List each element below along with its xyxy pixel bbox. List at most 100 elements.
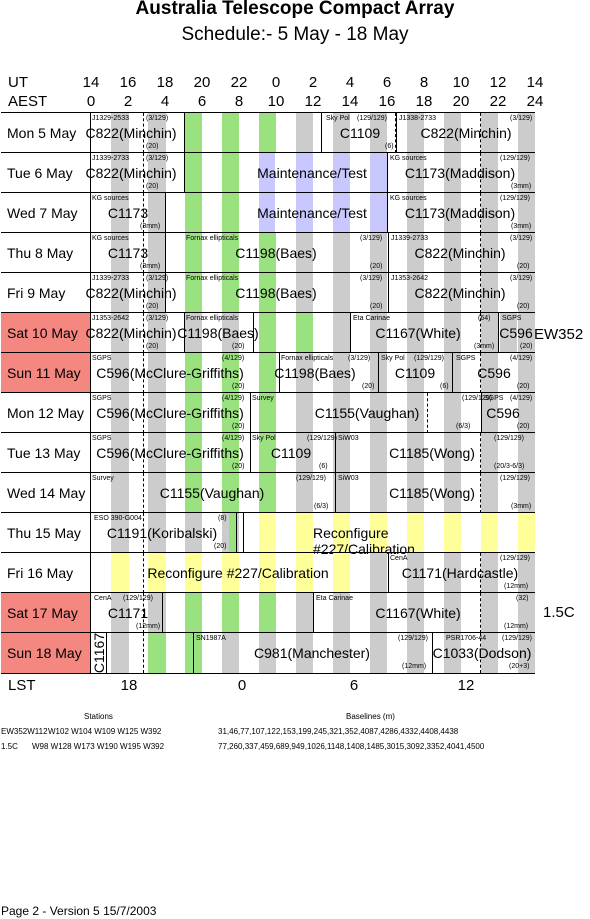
observing-band [296, 113, 313, 153]
observing-band [296, 553, 313, 593]
lst-marker [143, 593, 144, 633]
observing-band [259, 393, 276, 433]
project-name: C596(McClure-Griffiths) [96, 445, 244, 461]
observing-band [259, 313, 276, 353]
project-detail: Fornax ellipticals [186, 235, 239, 242]
project-detail: SGPS [92, 435, 112, 442]
project-detail: KG sources [390, 155, 427, 162]
observing-band [370, 553, 387, 593]
lst-marker [480, 633, 481, 673]
observing-band [518, 233, 535, 273]
lst-marker [480, 113, 481, 153]
observing-band [481, 153, 498, 193]
observing-band [111, 473, 129, 513]
observing-band [111, 233, 129, 273]
lst-marker [480, 473, 481, 513]
project-detail: (20) [232, 423, 245, 430]
lst-marker [427, 393, 428, 433]
project-separator [498, 313, 499, 353]
observing-band [444, 193, 461, 233]
project-detail: (20) [370, 263, 383, 270]
observing-band [407, 273, 424, 313]
observing-band [407, 473, 424, 513]
observing-band [111, 113, 129, 153]
page-footer: Page 2 - Version 5 15/7/2003 [1, 904, 157, 918]
observing-band [111, 273, 129, 313]
lst-tick-label: 18 [120, 677, 138, 694]
project-detail: (6/3) [456, 423, 471, 430]
day-label: Sun 18 May [1, 633, 91, 673]
project-name: C1167(White) [375, 605, 461, 621]
config-1-5c-name: 1.5C [1, 742, 18, 751]
project-detail: SGPS [92, 395, 112, 402]
project-detail: (6) [440, 383, 449, 390]
observing-band [518, 313, 535, 353]
config-label-ew352: EW352 [534, 326, 584, 343]
project-name: Maintenance/Test [257, 205, 367, 221]
project-detail: SGPS [502, 315, 522, 322]
project-name: C1198(Baes) [177, 325, 259, 341]
project-separator [388, 273, 389, 313]
day-label: Sat 10 May [1, 313, 91, 353]
project-detail: ESO 390-G004 [94, 515, 142, 522]
day-label: Wed 7 May [1, 193, 91, 233]
project-detail: (12mm) [504, 583, 529, 590]
observing-band [111, 313, 129, 353]
project-name: C1167 [91, 632, 107, 674]
project-detail: (8) [218, 515, 227, 522]
project-detail: (4/129) [510, 355, 533, 362]
project-separator [165, 273, 166, 313]
project-name: C1173 [107, 245, 149, 261]
observing-band [518, 473, 535, 513]
observing-band [259, 473, 276, 513]
schedule-row: Thu 15 May ESO 390-G004 (8) (20) C1191(Korib… [1, 512, 535, 557]
ut-tick-label: 12 [489, 74, 507, 91]
project-name: C822(Minchin) [420, 125, 512, 141]
project-detail: KG sources [390, 195, 427, 202]
project-detail: (129/129) [500, 555, 530, 562]
day-label: Tue 13 May [1, 433, 91, 473]
observing-band [259, 353, 276, 393]
observing-band [185, 273, 202, 313]
observing-band [481, 313, 498, 353]
project-detail: Fornax ellipticals [281, 355, 334, 362]
observing-band [333, 153, 350, 193]
lst-marker [480, 593, 481, 633]
lst-marker [143, 633, 144, 673]
project-detail: (3/129) [360, 235, 383, 242]
observing-band [407, 313, 424, 353]
project-name: C822(Minchin) [85, 165, 177, 181]
project-detail: Fornax ellipticals [186, 315, 239, 322]
observing-band [370, 433, 387, 473]
observing-band [296, 633, 313, 673]
schedule-row: Thu 8 May KG sources (3mm) Fornax elliptica… [1, 232, 535, 273]
lst-marker [480, 313, 481, 353]
observing-band [444, 473, 461, 513]
observing-band [481, 433, 498, 473]
observing-band [518, 513, 535, 553]
stations-header: Stations [84, 712, 113, 721]
observing-band [111, 193, 129, 233]
aest-tick-label: 2 [123, 93, 133, 110]
project-name: C1173(Maddison) [404, 205, 516, 221]
day-label: Thu 8 May [1, 233, 91, 273]
observing-band [500, 313, 517, 353]
observing-band [444, 513, 461, 553]
ut-tick-label: 18 [156, 74, 174, 91]
observing-band [296, 513, 313, 553]
project-detail: PSR1706-44 [446, 635, 487, 642]
observing-band [222, 593, 239, 633]
observing-band [296, 473, 313, 513]
observing-band [518, 353, 535, 393]
observing-band [444, 233, 461, 273]
project-detail: Sky Pol [381, 355, 405, 362]
observing-band [407, 433, 424, 473]
project-detail: (129/129) [357, 115, 387, 122]
project-detail: Sky Pol [326, 115, 350, 122]
observing-band [481, 553, 498, 593]
observing-band [259, 233, 276, 273]
schedule-row: Mon 5 May J1329-2533 (3/129) (20) Sky Pol (12… [1, 112, 535, 153]
observing-band [518, 633, 535, 673]
project-detail: (3mm) [511, 503, 532, 510]
project-detail: (3mm) [511, 223, 532, 230]
